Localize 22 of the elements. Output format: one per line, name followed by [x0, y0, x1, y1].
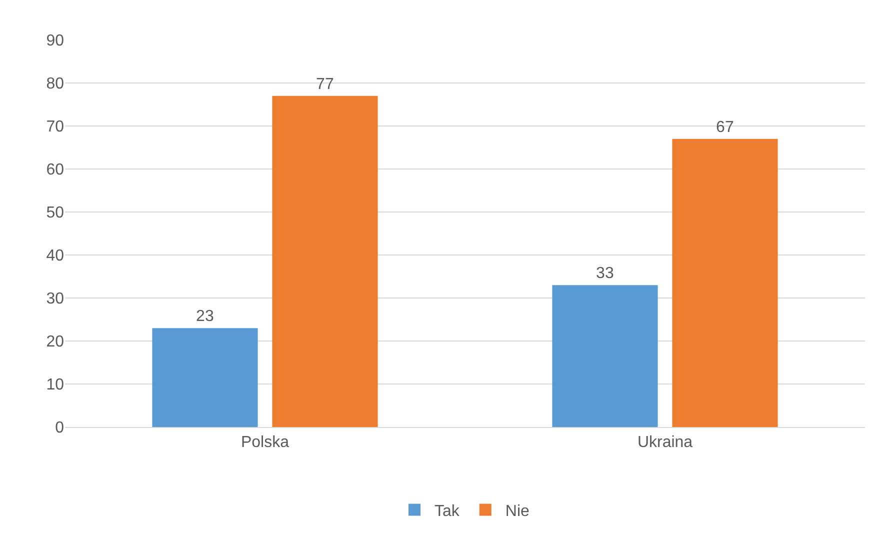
- y-tick-label: 30: [46, 290, 64, 308]
- data-label: 33: [596, 265, 614, 282]
- legend-label: Nie: [505, 502, 530, 520]
- legend-label: Tak: [434, 502, 460, 520]
- y-tick-label: 60: [46, 162, 64, 179]
- y-tick-label: 20: [46, 334, 64, 351]
- y-tick-label: 50: [46, 204, 64, 222]
- y-tick-label: 80: [46, 76, 64, 93]
- bar: [272, 96, 378, 427]
- y-tick-label: 0: [55, 420, 64, 437]
- bar: [552, 285, 658, 427]
- data-label: 67: [716, 118, 734, 136]
- y-tick-label: 90: [46, 32, 64, 50]
- y-tick-label: 40: [46, 248, 64, 265]
- bar: [152, 328, 258, 427]
- x-tick-label: Polska: [240, 434, 290, 452]
- y-tick-label: 10: [46, 376, 64, 394]
- data-label: 23: [196, 308, 214, 326]
- x-tick-label: Ukraina: [637, 434, 693, 452]
- bar: [672, 138, 778, 427]
- data-label: 77: [316, 76, 334, 93]
- y-tick-label: 70: [46, 118, 64, 136]
